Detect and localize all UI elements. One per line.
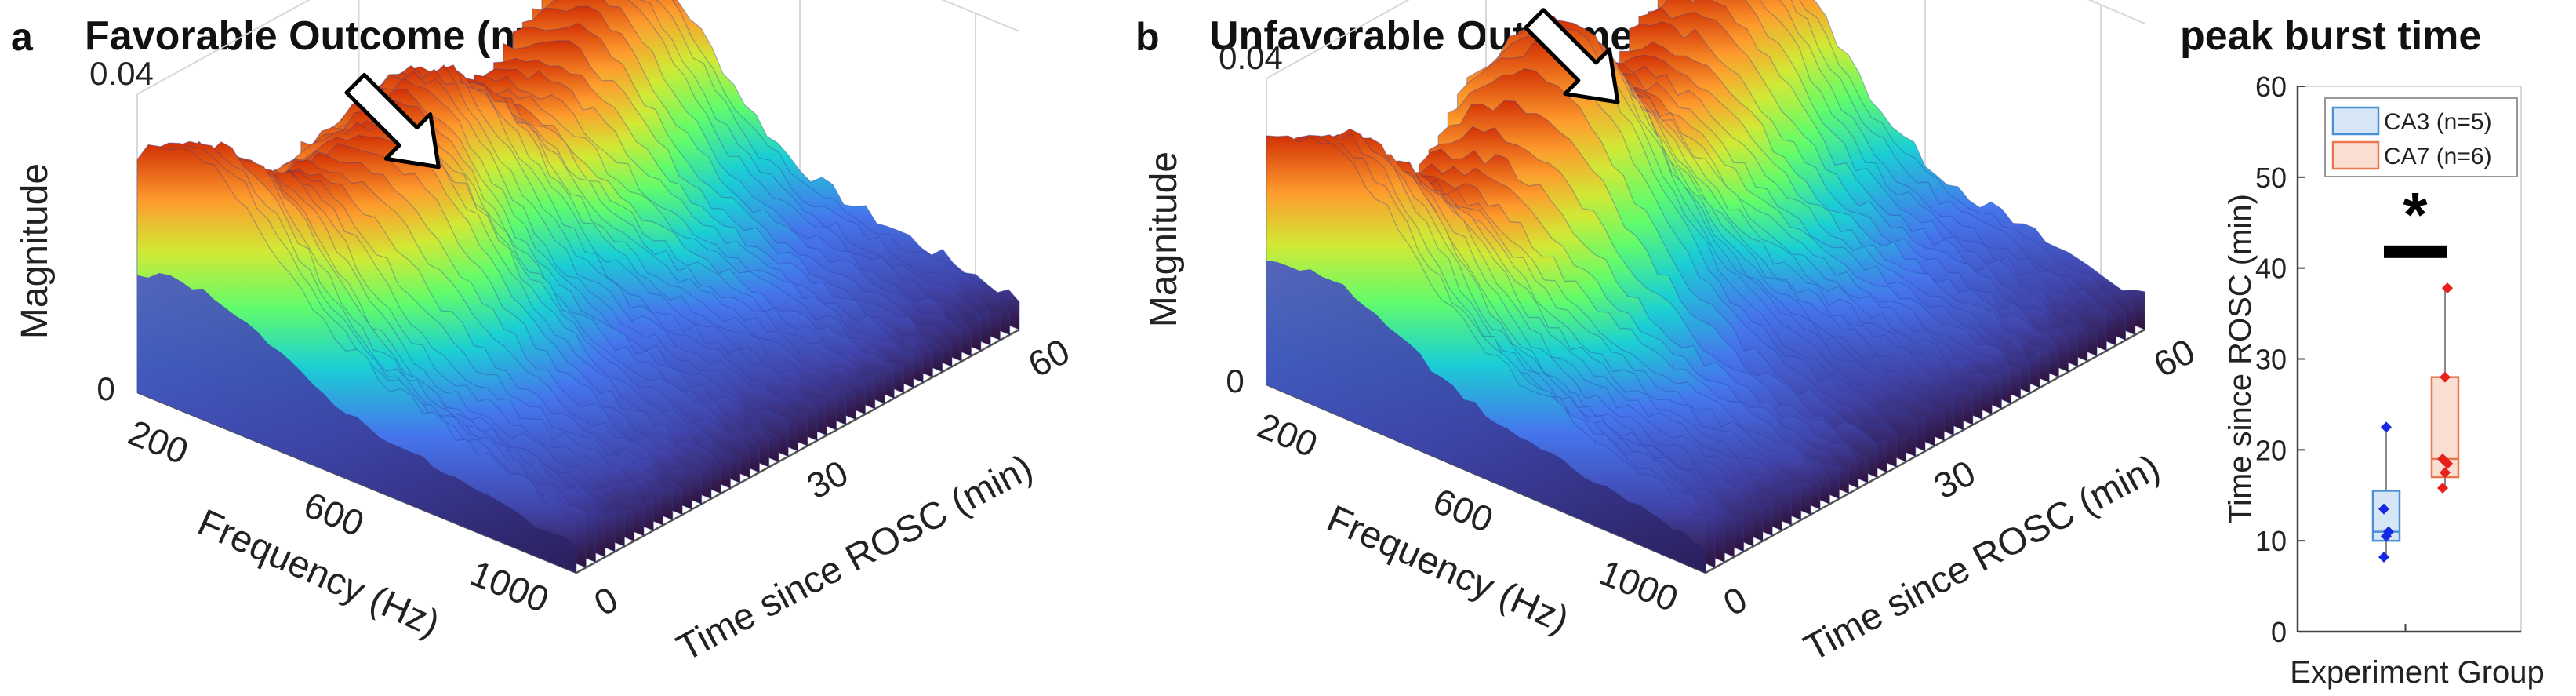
surface-strip (1266, 135, 1706, 574)
y-tick-label: 60 (2255, 71, 2287, 103)
legend-label: CA7 (n=6) (2384, 144, 2492, 169)
surface (136, 0, 1020, 574)
surface (1266, 0, 2145, 574)
legend: CA3 (n=5) CA7 (n=6) (2324, 97, 2518, 177)
peak-arrow (1524, 8, 1620, 104)
y-tick-label: 20 (2255, 434, 2287, 466)
grid-line (136, 0, 311, 95)
significance-bar (2384, 245, 2447, 258)
x-tick-label: 200 (123, 412, 194, 472)
z-axis-label: Magnitude (1143, 151, 1185, 327)
panel-a-title: Favorable Outcome (n=6) (85, 13, 576, 59)
data-point (2437, 453, 2448, 465)
y-tick-label: 0 (587, 578, 624, 624)
grid-line (1266, 0, 1410, 79)
arrow-shape (344, 72, 441, 169)
data-point (2383, 526, 2394, 537)
y-tick-label: 30 (2255, 344, 2287, 376)
legend-label: CA3 (n=5) (2384, 109, 2492, 135)
surface-front-edge (137, 273, 576, 573)
data-point (2378, 552, 2389, 563)
data-point (2437, 482, 2448, 494)
y-tick-label: 30 (1927, 452, 1982, 507)
surface-front-edge (1266, 260, 1706, 573)
z-tick-label: 0.04 (89, 55, 154, 92)
z-tick-label: 0.04 (1219, 39, 1283, 76)
panel-c-boxplot: 0 10 20 30 40 50 60 Time since ROSC (min) Experi… (2223, 71, 2545, 690)
panel-a-letter: a (11, 15, 33, 59)
significance-star: * (2403, 180, 2428, 250)
data-point (2442, 282, 2453, 294)
data-point (2440, 467, 2451, 479)
panel-c-title: peak burst time (2180, 13, 2482, 59)
grid-line (940, 0, 1020, 32)
y-axis-label: Time since ROSC (min) (2223, 194, 2258, 524)
data-point (2440, 371, 2451, 383)
data-point (2378, 503, 2389, 515)
y-tick-label: 10 (2255, 525, 2287, 557)
box-ca3 (2371, 421, 2401, 563)
peak-arrow (344, 72, 441, 169)
y-tick-label: 60 (2147, 330, 2202, 385)
x-axis-label: Experiment Group (2290, 655, 2545, 690)
y-tick-label: 50 (2255, 162, 2287, 194)
x-tick-label: 1000 (465, 552, 554, 621)
legend-swatch (2331, 140, 2380, 170)
z-axis-label: Magnitude (14, 163, 56, 339)
y-tick-label: 0 (1717, 578, 1753, 624)
y-tick-label: 30 (800, 452, 855, 507)
z-tick-label: 0 (1226, 363, 1244, 399)
panel-b-letter: b (1135, 15, 1160, 59)
legend-swatch (2331, 106, 2380, 136)
y-tick-label: 40 (2255, 253, 2287, 285)
y-tick-label: 0 (2271, 616, 2287, 648)
x-tick-label: 600 (1428, 480, 1499, 541)
surface-strip (136, 144, 577, 574)
arrow-shape (1524, 8, 1620, 104)
data-point (2381, 421, 2392, 433)
box-ca7 (2430, 282, 2460, 494)
x-tick-label: 1000 (1594, 552, 1684, 620)
x-tick-label: 200 (1252, 405, 1324, 465)
x-tick-label: 600 (299, 484, 370, 545)
z-tick-label: 0 (96, 370, 114, 407)
y-tick-label: 60 (1022, 330, 1077, 385)
